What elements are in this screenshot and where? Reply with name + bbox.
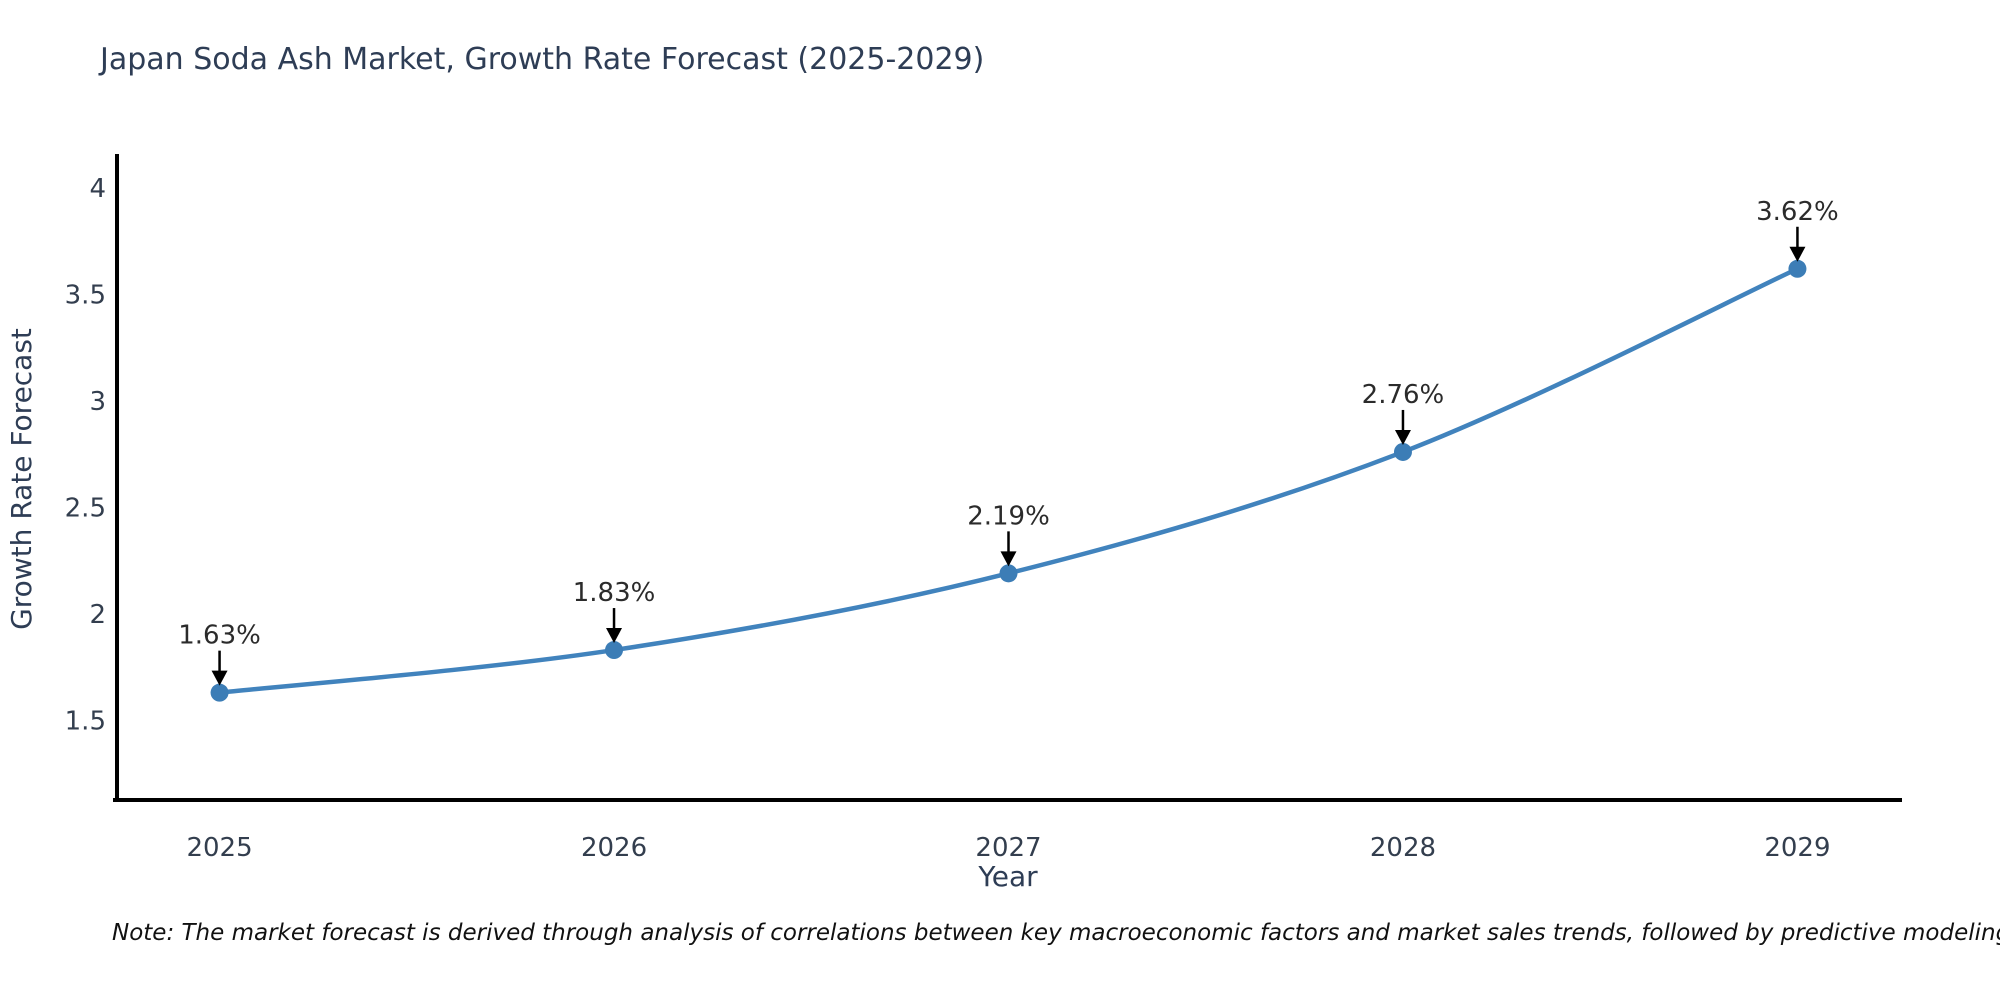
annotations-layer: 1.63% 1.83% 2.19% 2.76% 3.62%: [178, 197, 1839, 686]
x-tick-label: 2029: [1764, 833, 1830, 863]
y-tick-label: 2: [89, 600, 106, 630]
annotation-arrowhead-icon: [211, 670, 228, 686]
annotation-arrowhead-icon: [1000, 551, 1017, 567]
annotation-arrowhead-icon: [1394, 429, 1411, 445]
point-value-label: 3.62%: [1756, 197, 1839, 227]
y-tick-label: 4: [89, 174, 106, 204]
y-axis-title: Growth Rate Forecast: [5, 328, 38, 630]
series-line: [217, 266, 1800, 695]
series-layer: [210, 259, 1807, 702]
tick-labels-layer: 1.5 2 2.5 3 3.5 4 2025 2026 2027 2028 2029: [65, 174, 1831, 863]
y-tick-label: 3.5: [65, 280, 106, 310]
x-axis-title: Year: [977, 860, 1038, 893]
data-point-marker: [999, 564, 1018, 583]
data-point-marker: [210, 683, 229, 702]
point-value-label: 1.83%: [573, 578, 656, 608]
point-value-label: 2.19%: [967, 501, 1050, 531]
annotation-arrowhead-icon: [1789, 246, 1806, 262]
footnote: Note: The market forecast is derived thr…: [112, 920, 2000, 946]
chart-title: Japan Soda Ash Market, Growth Rate Forec…: [100, 42, 985, 77]
x-tick-label: 2026: [581, 833, 647, 863]
data-point-marker: [1788, 259, 1807, 278]
data-point-marker: [605, 641, 624, 660]
y-tick-label: 2.5: [65, 493, 106, 523]
x-tick-label: 2028: [1370, 833, 1436, 863]
annotation-arrowhead-icon: [606, 628, 623, 644]
point-value-label: 1.63%: [178, 621, 261, 651]
x-tick-label: 2025: [186, 833, 252, 863]
point-value-label: 2.76%: [1362, 380, 1445, 410]
data-point-marker: [1393, 442, 1412, 461]
x-tick-label: 2027: [975, 833, 1041, 863]
y-tick-label: 3: [89, 387, 106, 417]
y-tick-label: 1.5: [65, 706, 106, 736]
